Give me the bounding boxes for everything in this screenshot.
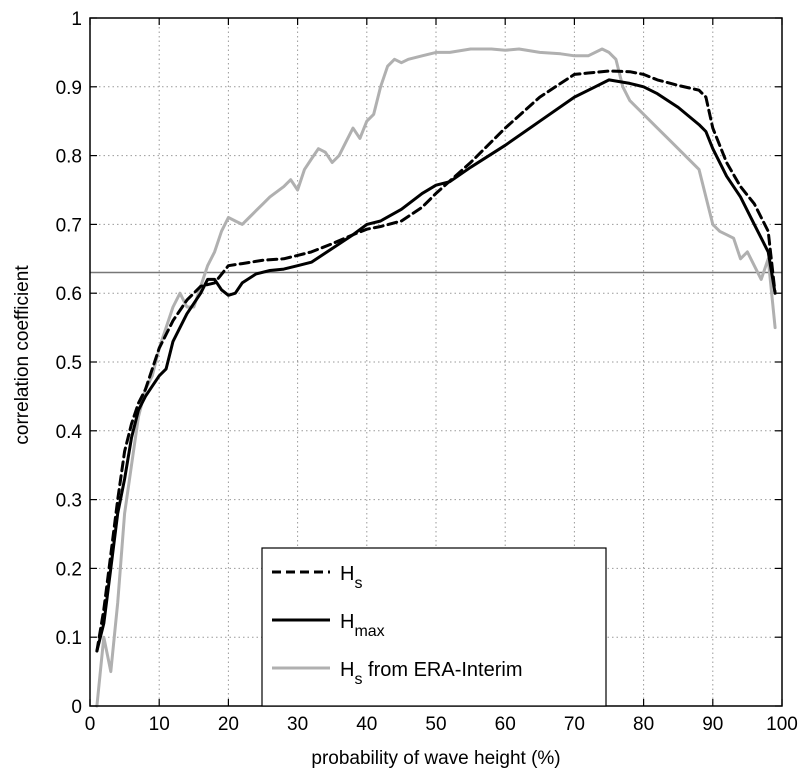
x-tick-label: 80 [633, 714, 654, 735]
x-tick-label: 60 [495, 714, 516, 735]
y-tick-label: 0.4 [56, 422, 83, 443]
y-tick-label: 0.3 [56, 491, 82, 512]
x-tick-label: 40 [356, 714, 377, 735]
series-line-1 [95, 78, 777, 653]
y-tick-label: 0.9 [56, 78, 82, 99]
x-tick-label: 100 [766, 714, 798, 735]
series-layer [95, 47, 777, 708]
y-tick-label: 0.7 [56, 215, 82, 236]
x-tick-label: 10 [149, 714, 170, 735]
series-line-0 [95, 69, 777, 653]
x-tick-label: 20 [218, 714, 239, 735]
x-tick-label: 0 [85, 714, 96, 735]
y-tick-label: 0.8 [56, 147, 82, 168]
x-tick-label: 30 [287, 714, 308, 735]
y-tick-label: 0 [71, 697, 82, 718]
x-tick-label: 90 [702, 714, 723, 735]
ticks: 0 10 20 30 40 50 60 70 80 90 100 0 0.1 0.2 0.3 0.4 0.5 0.… [56, 9, 798, 735]
y-tick-label: 0.6 [56, 284, 82, 305]
y-tick-label: 0.1 [56, 628, 82, 649]
y-axis-label: correlation coefficient [12, 265, 33, 445]
legend-box [261, 547, 607, 707]
x-tick-label: 70 [564, 714, 585, 735]
y-tick-label: 1 [71, 9, 82, 30]
grid [90, 18, 782, 706]
y-tick-label: 0.2 [56, 559, 82, 580]
x-tick-label: 50 [425, 714, 446, 735]
y-tick-label: 0.5 [56, 353, 82, 374]
x-axis-label: probability of wave height (%) [311, 748, 560, 769]
